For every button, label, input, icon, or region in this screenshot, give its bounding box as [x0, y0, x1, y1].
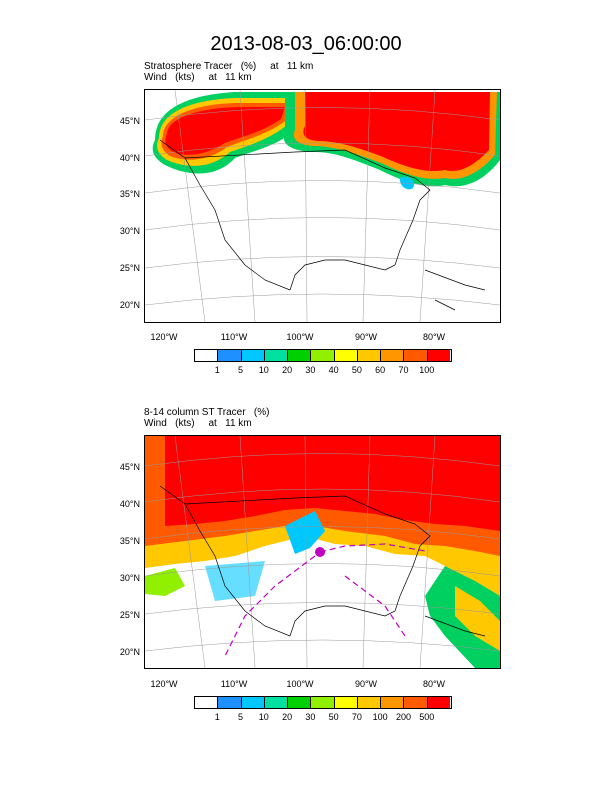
- colorbar-label: 50: [328, 712, 339, 722]
- colorbar-label: 5: [238, 365, 244, 375]
- colorbar-swatch: [381, 697, 405, 708]
- panel2-subtitle-line1: 8-14 column ST Tracer (%): [144, 407, 270, 418]
- panel1-tracer-field: [152, 92, 500, 190]
- panel2-subtitle-line2: Wind (kts) at 11 km: [144, 418, 252, 429]
- panel2-coastlines: [159, 485, 486, 637]
- panel2-lat-label: 30°N: [119, 573, 140, 583]
- panel2-lat-label: 40°N: [119, 499, 140, 509]
- panel1-lon-label: 100°W: [286, 332, 314, 342]
- panel1-lat-label: 35°N: [119, 189, 140, 199]
- colorbar-swatch: [334, 350, 358, 361]
- panel2-map: [144, 435, 501, 669]
- panel1-coastlines: [159, 139, 486, 311]
- colorbar-swatch: [404, 350, 428, 361]
- colorbar-swatch: [195, 350, 219, 361]
- colorbar-label: 30: [305, 365, 316, 375]
- colorbar-label: 200: [395, 712, 411, 722]
- panel2-lon-label: 120°W: [150, 679, 178, 689]
- colorbar-label: 30: [305, 712, 316, 722]
- colorbar-swatch: [264, 697, 289, 708]
- panel1-lon-label: 90°W: [354, 332, 378, 342]
- panel2-lat-label: 20°N: [119, 647, 140, 657]
- panel2-lon-label: 110°W: [220, 679, 248, 689]
- colorbar-label: 40: [328, 365, 339, 375]
- panel2-contour-dashed: [224, 543, 426, 657]
- colorbar-swatch: [241, 697, 265, 708]
- colorbar-swatch: [404, 697, 428, 708]
- colorbar-label: 10: [258, 365, 269, 375]
- colorbar-swatch: [311, 350, 335, 361]
- colorbar-label: 500: [419, 712, 435, 722]
- colorbar-label: 1: [214, 712, 220, 722]
- colorbar-swatch: [288, 697, 312, 708]
- panel1-colorbar: [194, 349, 452, 362]
- colorbar-label: 20: [282, 365, 293, 375]
- colorbar-swatch: [427, 697, 450, 708]
- panel1-lat-label: 25°N: [119, 263, 140, 273]
- panel1-lat-label: 30°N: [119, 226, 140, 236]
- panel2-map-svg: [145, 436, 500, 668]
- colorbar-swatch: [241, 350, 265, 361]
- panel2-lat-label: 45°N: [119, 462, 140, 472]
- colorbar-label: 5: [238, 712, 244, 722]
- panel2-lon-label: 80°W: [422, 679, 446, 689]
- colorbar-swatch: [381, 350, 405, 361]
- colorbar-label: 10: [258, 712, 269, 722]
- colorbar-swatch: [288, 350, 312, 361]
- colorbar-swatch: [264, 350, 289, 361]
- colorbar-label: 70: [351, 712, 362, 722]
- colorbar-label: 50: [351, 365, 362, 375]
- colorbar-swatch: [195, 697, 219, 708]
- panel2-lat-label: 35°N: [119, 536, 140, 546]
- panel1-subtitle-line1: Stratosphere Tracer (%) at 11 km: [144, 61, 314, 72]
- panel2-lon-label: 100°W: [286, 679, 314, 689]
- panel1-lat-label: 40°N: [119, 153, 140, 163]
- colorbar-swatch: [218, 697, 242, 708]
- panel1-lat-label: 20°N: [119, 300, 140, 310]
- colorbar-label: 100: [419, 365, 435, 375]
- colorbar-swatch: [357, 350, 382, 361]
- colorbar-swatch: [334, 697, 358, 708]
- colorbar-swatch: [357, 697, 382, 708]
- panel1-lat-label: 45°N: [119, 116, 140, 126]
- panel1-map-svg: [145, 90, 500, 322]
- colorbar-label: 100: [372, 712, 388, 722]
- panel1-lon-label: 80°W: [422, 332, 446, 342]
- panel1-lon-label: 110°W: [220, 332, 248, 342]
- panel1-graticule: [145, 90, 500, 322]
- panel2-colorbar: [194, 696, 452, 709]
- panel1-map: [144, 89, 501, 323]
- panel2-lon-label: 90°W: [354, 679, 378, 689]
- panel2-graticule: [145, 436, 500, 668]
- colorbar-label: 70: [398, 365, 409, 375]
- panel1-lon-label: 120°W: [150, 332, 178, 342]
- colorbar-label: 20: [282, 712, 293, 722]
- colorbar-swatch: [427, 350, 450, 361]
- panel2-tracer-field: [145, 436, 500, 668]
- panel2-lat-label: 25°N: [119, 610, 140, 620]
- colorbar-label: 60: [375, 365, 386, 375]
- panel1-subtitle-line2: Wind (kts) at 11 km: [144, 72, 252, 83]
- colorbar-swatch: [311, 697, 335, 708]
- colorbar-swatch: [218, 350, 242, 361]
- colorbar-label: 1: [214, 365, 220, 375]
- page-title: 2013-08-03_06:00:00: [210, 33, 402, 55]
